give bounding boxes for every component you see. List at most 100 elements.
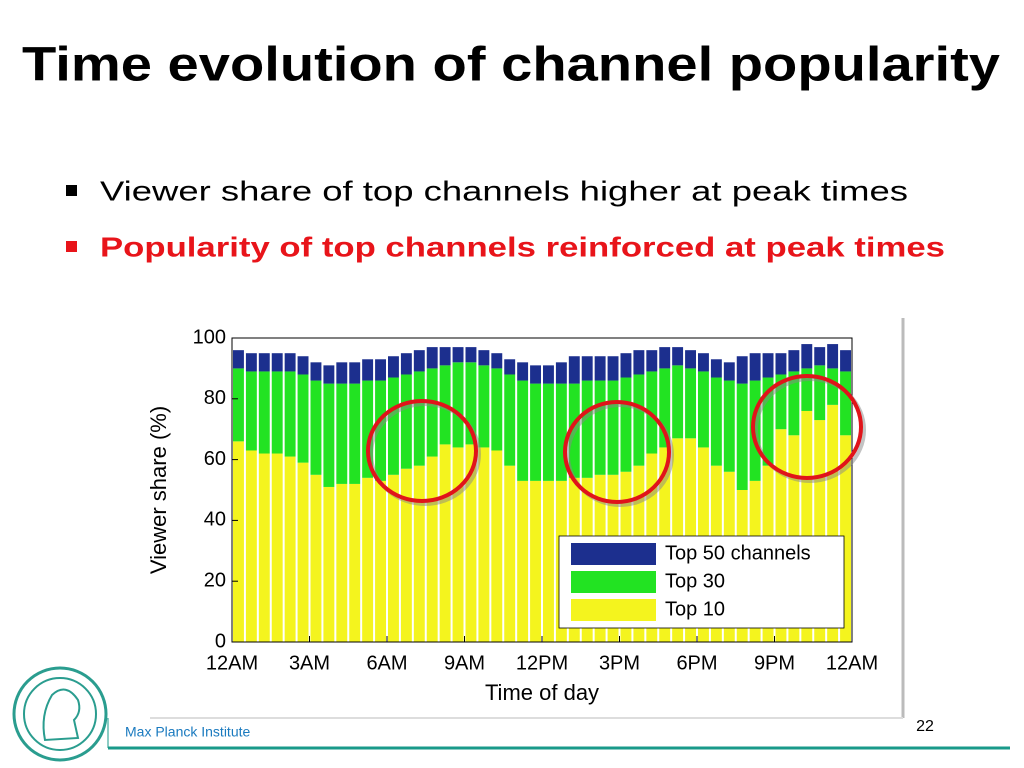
bar-segment	[465, 444, 477, 642]
bar-segment	[375, 380, 386, 481]
legend-swatch	[571, 599, 656, 621]
highlight-circle	[366, 399, 478, 503]
bar-segment	[375, 480, 386, 642]
bar-segment	[736, 356, 748, 384]
bar-segment	[685, 350, 696, 369]
x-tick-label: 12PM	[516, 652, 568, 674]
bar-segment	[478, 447, 490, 642]
bar-segment	[581, 380, 593, 478]
bar-segment	[840, 350, 851, 372]
x-tick-label: 6AM	[366, 652, 407, 674]
bar-segment	[297, 374, 309, 463]
bullet-text: Viewer share of top channels higher at p…	[100, 175, 908, 206]
bar-segment	[323, 365, 335, 384]
bullet-marker	[66, 185, 77, 196]
bar-segment	[555, 383, 567, 481]
footer-institute: Max Planck Institute	[125, 724, 250, 740]
legend-label: Top 50 channels	[665, 542, 811, 564]
logo-head	[42, 688, 81, 742]
bar-segment	[413, 350, 425, 372]
bar-segment	[698, 353, 709, 372]
y-tick-label: 0	[215, 630, 226, 652]
bar-segment	[607, 356, 619, 381]
bar-segment	[452, 362, 464, 448]
bar-segment	[284, 353, 296, 372]
bar-segment	[775, 353, 787, 375]
bar-segment	[646, 350, 658, 372]
bar-segment	[336, 362, 348, 384]
bar-segment	[349, 383, 361, 484]
bar-segment	[491, 450, 503, 642]
bar-segment	[362, 477, 374, 642]
bar-segment	[310, 380, 322, 475]
y-tick-label: 20	[204, 569, 226, 591]
bar-segment	[478, 350, 490, 366]
bar-segment	[400, 468, 412, 642]
highlight-circles	[366, 374, 866, 507]
highlight-shadow	[566, 403, 674, 507]
logo-ring	[23, 677, 97, 751]
bar-segment	[271, 353, 283, 372]
bar-segment	[672, 347, 684, 366]
bar-segment	[284, 456, 296, 642]
bar-segment	[336, 483, 348, 642]
highlight-shadow	[369, 402, 481, 506]
bar-segment	[659, 347, 671, 369]
bar-segment	[271, 453, 283, 642]
bar-segment	[530, 365, 541, 384]
bar-segment	[555, 362, 567, 384]
bar-segment	[336, 383, 348, 484]
bar-segment	[814, 420, 826, 642]
bar-segment	[491, 353, 503, 369]
bar-segment	[297, 462, 309, 642]
bar-segment	[517, 480, 529, 642]
bar-segment	[439, 347, 451, 366]
bar-segment	[233, 441, 244, 642]
bar-segment	[388, 356, 399, 378]
bar-segment	[594, 380, 606, 475]
legend-label: Top 10	[665, 598, 725, 620]
bar-segment	[271, 371, 283, 454]
legend-label: Top 30	[665, 570, 725, 592]
bar-segment	[439, 444, 451, 642]
bar-segment	[840, 435, 851, 642]
chart: 0 20 40 60 80 100 12AM 3AM 6AM 9AM 12PM 3PM 6PM 9PM 12…	[146, 326, 878, 705]
bar-segment	[388, 377, 399, 475]
bar-segment	[452, 447, 464, 642]
bar-segment	[568, 356, 580, 384]
x-tick-label: 12AM	[206, 652, 258, 674]
bar-segment	[478, 365, 490, 448]
bullet-marker	[66, 241, 77, 252]
bar-segment	[633, 350, 645, 375]
x-tick-label: 6PM	[676, 652, 717, 674]
bar-segment	[258, 353, 270, 372]
bar-segment	[594, 356, 606, 381]
bar-segment	[762, 353, 774, 378]
bar-segment	[633, 374, 645, 466]
bar-segment	[426, 368, 438, 457]
slide-title: Time evolution of channel popularity	[22, 39, 1000, 92]
bar-segment	[827, 368, 839, 405]
bar-segment	[452, 347, 464, 363]
bar-segment	[710, 377, 722, 466]
bar-segment	[814, 347, 826, 366]
bar-segment	[310, 474, 322, 642]
bar-segment	[736, 383, 748, 490]
bar-segment	[840, 371, 851, 436]
bar-segment	[400, 374, 412, 469]
bar-segment	[775, 374, 787, 430]
bar-segment	[723, 362, 735, 381]
bar-segment	[284, 371, 296, 457]
y-tick-label: 80	[204, 387, 226, 409]
bar-segment	[362, 380, 374, 478]
bar-segment	[530, 383, 541, 481]
bar-segment	[685, 368, 696, 439]
bar-segment	[245, 353, 257, 372]
bar-segment	[465, 362, 477, 445]
bar-segment	[375, 359, 386, 381]
bar-segment	[388, 474, 399, 642]
x-axis-label: Time of day	[485, 680, 599, 705]
bar-segment	[801, 368, 813, 411]
bar-segment	[426, 347, 438, 369]
